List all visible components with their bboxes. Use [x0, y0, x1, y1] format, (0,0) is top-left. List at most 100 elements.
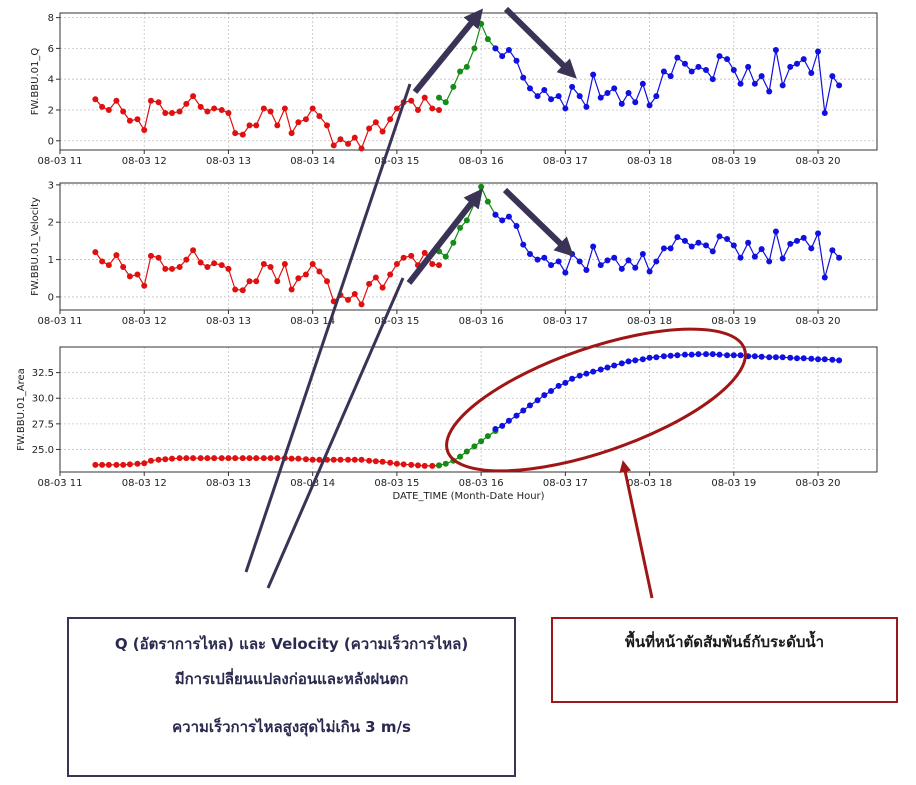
- data-point: [379, 128, 386, 135]
- data-point: [639, 80, 646, 87]
- data-point: [134, 271, 141, 278]
- data-point: [323, 278, 330, 285]
- data-point: [429, 462, 436, 469]
- data-point: [526, 250, 533, 257]
- data-point: [526, 85, 533, 92]
- data-point: [436, 106, 443, 113]
- data-point: [330, 456, 337, 463]
- series-line-1: [94, 249, 440, 306]
- data-point: [703, 242, 710, 249]
- annotation-text-area: พื้นที่หน้าตัดสัมพันธ์กับระดับน้ำ: [624, 633, 825, 651]
- data-point: [562, 105, 569, 112]
- data-point: [526, 402, 533, 409]
- x-tick-label: 08-03 18: [627, 478, 672, 489]
- data-point: [772, 46, 779, 53]
- data-point: [597, 94, 604, 101]
- data-point: [709, 76, 716, 83]
- x-tick-label: 08-03 14: [290, 316, 335, 327]
- data-point: [232, 286, 239, 293]
- annotation-box-area: พื้นที่หน้าตัดสัมพันธ์กับระดับน้ำ: [551, 617, 898, 703]
- data-point: [225, 110, 232, 117]
- data-point: [176, 264, 183, 271]
- data-point: [351, 290, 358, 297]
- y-axis-label: FW.BBU.01_Q: [30, 48, 41, 116]
- data-point: [625, 90, 632, 97]
- x-tick-label: 08-03 11: [38, 316, 83, 327]
- data-point: [484, 36, 491, 43]
- x-tick-label: 08-03 16: [459, 478, 504, 489]
- data-point: [766, 88, 773, 95]
- y-tick-label: 1: [48, 255, 54, 266]
- data-point: [745, 239, 752, 246]
- data-point: [302, 456, 309, 463]
- x-tick-label: 08-03 18: [627, 156, 672, 167]
- data-point: [316, 268, 323, 275]
- data-point: [667, 245, 674, 252]
- data-point: [120, 108, 127, 115]
- data-point: [471, 443, 478, 450]
- up-arrow-velocity: [406, 188, 483, 285]
- data-point: [126, 273, 133, 280]
- data-point: [611, 254, 618, 261]
- data-point: [590, 71, 597, 78]
- data-point: [604, 257, 611, 264]
- data-point: [126, 117, 133, 124]
- data-point: [569, 375, 576, 382]
- data-point: [660, 68, 667, 75]
- data-point: [379, 458, 386, 465]
- data-point: [808, 245, 815, 252]
- data-point: [162, 456, 169, 463]
- data-point: [548, 96, 555, 103]
- data-point: [274, 122, 281, 129]
- x-axis-label: DATE_TIME (Month-Date Hour): [392, 491, 544, 502]
- data-point: [681, 60, 688, 67]
- data-point: [288, 286, 295, 293]
- x-tick-label: 08-03 15: [374, 156, 419, 167]
- data-point: [815, 48, 822, 55]
- data-point: [709, 351, 716, 358]
- x-tick-label: 08-03 13: [206, 316, 251, 327]
- data-point: [345, 456, 352, 463]
- data-point: [400, 461, 407, 468]
- data-point: [484, 433, 491, 440]
- data-point: [625, 358, 632, 365]
- y-tick-label: 32.5: [32, 368, 54, 379]
- y-tick-label: 30.0: [32, 394, 54, 405]
- data-point: [366, 280, 373, 287]
- data-point: [309, 105, 316, 112]
- pointer-line-velocity: [266, 277, 405, 589]
- data-point: [758, 73, 765, 80]
- data-point: [639, 356, 646, 363]
- data-point: [611, 85, 618, 92]
- data-point: [400, 254, 407, 261]
- data-point: [126, 461, 133, 468]
- data-point: [513, 412, 520, 419]
- data-point: [751, 80, 758, 87]
- data-point: [520, 74, 527, 81]
- chart-panel-1: 08-03 11 08-03 12 08-03 13 08-03 14 08-03 15…: [30, 12, 878, 167]
- data-point: [499, 217, 506, 224]
- data-point: [316, 113, 323, 120]
- data-point: [211, 455, 218, 462]
- data-point: [758, 353, 765, 360]
- data-point: [548, 388, 555, 395]
- data-point: [190, 455, 197, 462]
- annotation-text-line-1: Q (อัตราการไหล) และ Velocity (ความเร็วกา…: [114, 635, 469, 653]
- data-point: [302, 116, 309, 123]
- data-point: [597, 262, 604, 269]
- data-point: [724, 352, 731, 359]
- data-point: [478, 20, 485, 27]
- x-tick-label: 08-03 20: [796, 316, 841, 327]
- data-point: [808, 355, 815, 362]
- data-point: [232, 130, 239, 137]
- data-point: [724, 236, 731, 243]
- data-point: [337, 136, 344, 143]
- data-point: [113, 461, 120, 468]
- data-point: [505, 213, 512, 220]
- data-point: [534, 397, 541, 404]
- data-point: [576, 93, 583, 100]
- x-tick-label: 08-03 13: [206, 156, 251, 167]
- data-point: [372, 119, 379, 126]
- data-point: [492, 45, 499, 52]
- data-point: [387, 459, 394, 466]
